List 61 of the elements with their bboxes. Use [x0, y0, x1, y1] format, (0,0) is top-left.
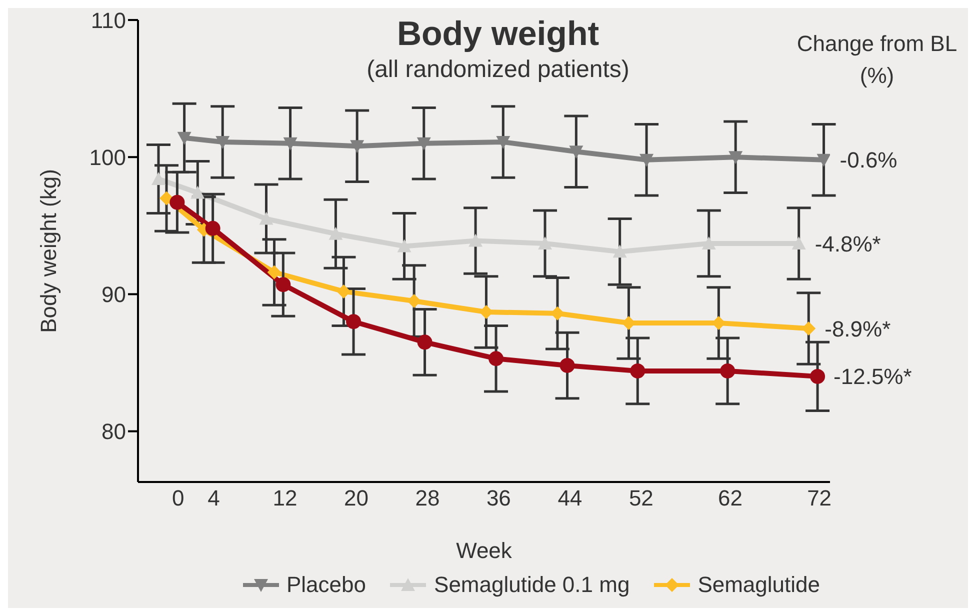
legend-label: Semaglutide	[698, 572, 820, 598]
point	[538, 236, 552, 250]
point	[407, 294, 422, 308]
point	[190, 186, 205, 199]
point	[802, 321, 816, 336]
point	[560, 358, 575, 373]
x-tick-label: 36	[486, 486, 511, 511]
point	[328, 226, 343, 240]
point	[810, 368, 826, 384]
point	[702, 236, 716, 250]
y-tick-label: 110	[90, 8, 126, 33]
point	[640, 154, 654, 167]
annotation: -4.8%*	[814, 231, 882, 256]
legend-label: Placebo	[286, 572, 366, 598]
x-tick-label: 52	[628, 486, 654, 511]
point	[259, 212, 274, 225]
x-tick-label: 44	[558, 486, 582, 511]
point	[468, 234, 483, 247]
x-axis-title: Week	[456, 538, 513, 563]
point	[630, 363, 646, 378]
y-tick-label: 80	[102, 419, 126, 444]
point	[397, 239, 412, 252]
point	[816, 154, 830, 167]
text: (all randomized patients)	[366, 56, 630, 83]
point	[569, 146, 584, 159]
point	[216, 136, 230, 150]
point	[151, 172, 166, 186]
annotation: -8.9%*	[824, 316, 892, 342]
chart-title: Body weight	[396, 15, 600, 53]
point	[346, 314, 362, 330]
annotation: -0.6%	[840, 148, 898, 173]
point	[350, 140, 364, 154]
y-tick-label: 100	[89, 144, 126, 170]
point	[720, 363, 736, 378]
point	[488, 351, 504, 366]
point	[276, 277, 291, 292]
point	[612, 244, 627, 258]
point	[417, 334, 432, 350]
annotation: -12.5%*	[834, 364, 912, 390]
y-tick-label: 90	[102, 282, 126, 307]
point	[792, 236, 806, 250]
point	[496, 136, 510, 150]
point	[170, 194, 185, 210]
x-tick-label: 12	[272, 486, 298, 511]
point	[728, 151, 743, 164]
legend-label: Semaglutide 0.1 mg	[434, 572, 630, 598]
point	[160, 191, 174, 206]
x-tick-label: 20	[344, 486, 368, 511]
x-tick-label: 0	[172, 486, 184, 511]
point	[283, 137, 298, 150]
annotation: Change from BL (%)	[796, 30, 958, 90]
x-tick-label: 62	[718, 486, 742, 511]
point	[205, 220, 220, 236]
point	[177, 132, 192, 145]
point	[416, 137, 431, 150]
x-tick-label: 72	[807, 486, 832, 511]
y-axis-title: Body weight (kg)	[36, 169, 61, 333]
point	[267, 265, 282, 280]
x-tick-label: 28	[415, 486, 440, 511]
x-tick-label: 4	[208, 486, 220, 511]
point	[336, 284, 351, 298]
